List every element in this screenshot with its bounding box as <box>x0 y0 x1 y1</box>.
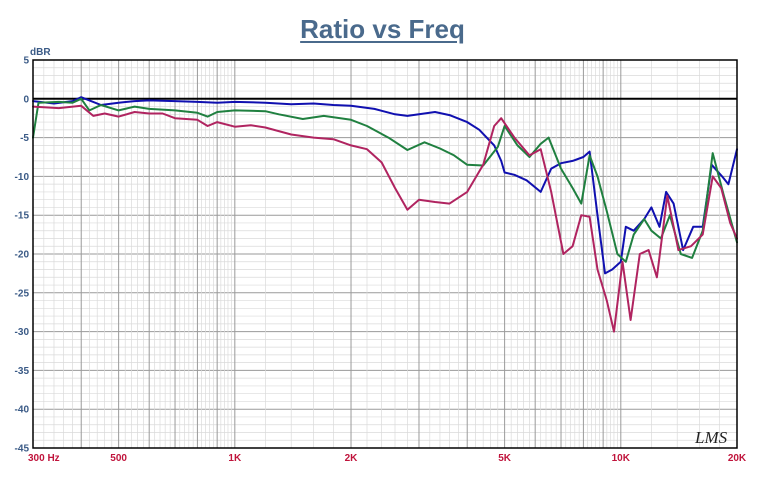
y-tick-label: 0 <box>23 94 29 105</box>
x-tick-label: 2K <box>345 453 359 464</box>
chart-title: Ratio vs Freq <box>300 14 465 44</box>
y-tick-label: -20 <box>15 250 30 261</box>
series-line-1 <box>32 96 738 275</box>
x-axis-ticks: 300 Hz 500 1K 2K 5K 10K 20K <box>28 453 747 464</box>
y-axis-ticks: 5 0 -5 -10 -15 -20 -25 -30 -35 -40 -45 <box>15 56 30 455</box>
y-tick-label: -40 <box>15 405 30 416</box>
x-tick-label: 10K <box>612 453 631 464</box>
y-tick-label: -35 <box>15 366 30 377</box>
series-line-2 <box>32 97 738 263</box>
y-tick-label: -5 <box>20 133 29 144</box>
y-axis-label: dBR <box>30 47 51 58</box>
y-tick-label: 5 <box>23 56 29 67</box>
x-tick-label: 1K <box>228 453 242 464</box>
y-tick-label: -30 <box>15 327 30 338</box>
plot-frame <box>32 59 738 449</box>
grid <box>32 59 738 449</box>
x-tick-label: 20K <box>728 453 747 464</box>
x-tick-label: 300 Hz <box>28 453 60 464</box>
y-tick-label: -10 <box>15 172 30 183</box>
series-line-3 <box>32 104 738 333</box>
y-tick-label: -45 <box>15 444 30 455</box>
y-tick-label: -25 <box>15 288 30 299</box>
x-tick-label: 500 <box>110 453 127 464</box>
series-group <box>32 96 738 333</box>
y-tick-label: -15 <box>15 211 30 222</box>
x-tick-label: 5K <box>498 453 512 464</box>
watermark-logo: LMS <box>694 428 728 447</box>
